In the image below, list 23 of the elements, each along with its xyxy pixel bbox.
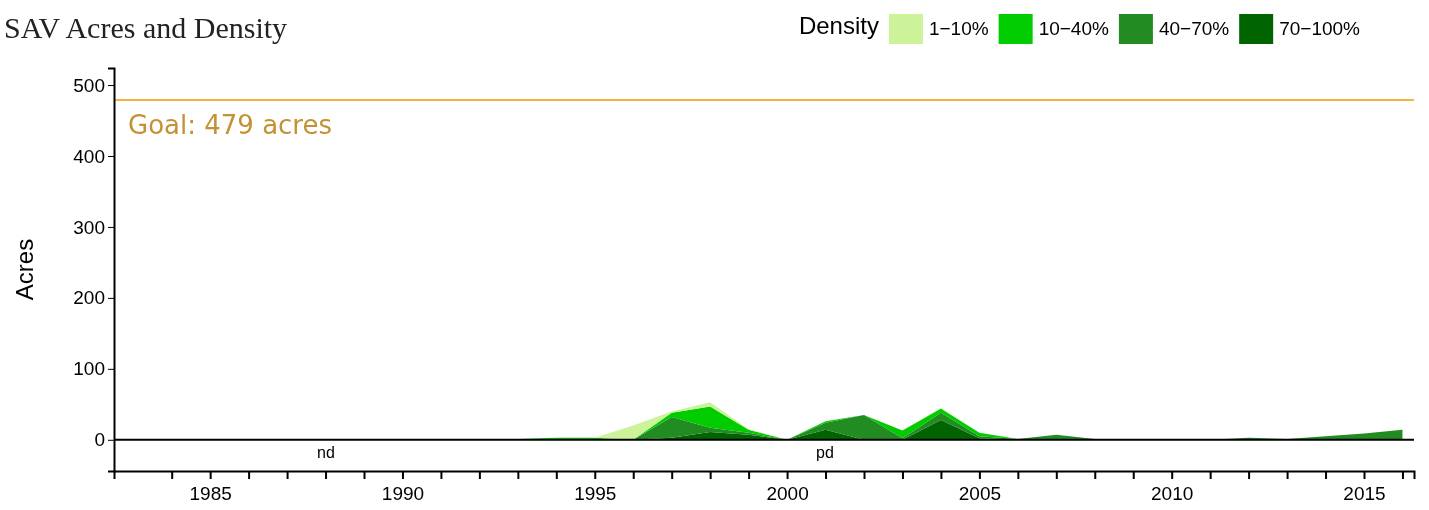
y-tick-label: 0 xyxy=(94,429,105,451)
y-tick-label: 100 xyxy=(73,358,105,380)
legend-label: 40−70% xyxy=(1158,18,1230,39)
x-tick-label: 2000 xyxy=(766,483,809,505)
x-tick-label: 1990 xyxy=(381,483,425,505)
y-tick-label: 400 xyxy=(73,145,105,167)
legend-label: 70−100% xyxy=(1279,18,1361,39)
chart-title: SAV Acres and Density xyxy=(4,11,288,44)
annotation: pd xyxy=(816,444,834,462)
ref-line-label: Goal: 479 acres xyxy=(128,109,333,140)
annotation: nd xyxy=(317,444,335,462)
x-tick-label: 1995 xyxy=(574,483,617,505)
y-tick-label: 200 xyxy=(73,287,105,309)
legend-label: 10−40% xyxy=(1038,18,1109,39)
legend-title: Density xyxy=(798,12,879,39)
y-tick-label: 300 xyxy=(73,216,105,238)
x-tick-label: 2015 xyxy=(1343,483,1386,505)
x-tick-label: 2005 xyxy=(958,483,1002,505)
x-tick-label: 2010 xyxy=(1151,483,1194,505)
y-axis-title: Acres xyxy=(11,238,38,301)
x-tick-label: 1985 xyxy=(189,483,232,505)
y-tick-label: 500 xyxy=(73,74,105,96)
legend-label: 1−10% xyxy=(928,18,989,39)
